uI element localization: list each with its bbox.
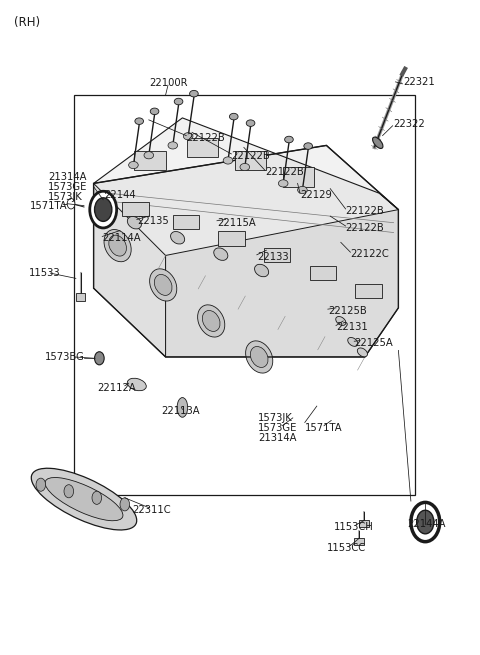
FancyBboxPatch shape xyxy=(173,215,199,229)
Text: 22311C: 22311C xyxy=(132,504,170,515)
Text: 1573GE: 1573GE xyxy=(48,181,87,192)
Text: 1573JK: 1573JK xyxy=(258,413,292,423)
Text: 21314A: 21314A xyxy=(258,432,296,443)
Text: 22122B: 22122B xyxy=(265,167,304,178)
Ellipse shape xyxy=(174,98,183,105)
Ellipse shape xyxy=(109,235,126,256)
Text: 22135: 22135 xyxy=(137,216,168,227)
Circle shape xyxy=(36,478,46,491)
Ellipse shape xyxy=(168,142,178,149)
Text: 22115A: 22115A xyxy=(217,217,256,228)
Circle shape xyxy=(67,198,75,209)
Text: 22321: 22321 xyxy=(403,77,435,87)
Ellipse shape xyxy=(177,398,188,417)
FancyBboxPatch shape xyxy=(134,151,166,170)
Ellipse shape xyxy=(104,229,131,262)
Ellipse shape xyxy=(45,477,123,521)
Circle shape xyxy=(92,491,102,504)
Text: 21314A: 21314A xyxy=(48,172,86,182)
Ellipse shape xyxy=(150,108,159,115)
FancyBboxPatch shape xyxy=(310,266,336,280)
Text: 1571TA: 1571TA xyxy=(30,200,68,211)
FancyBboxPatch shape xyxy=(76,293,85,301)
Ellipse shape xyxy=(251,346,268,367)
Ellipse shape xyxy=(183,133,193,140)
Ellipse shape xyxy=(246,341,273,373)
Text: 22122B: 22122B xyxy=(186,132,225,143)
Ellipse shape xyxy=(144,152,154,159)
Ellipse shape xyxy=(127,378,146,391)
Text: 22113A: 22113A xyxy=(161,406,199,417)
Polygon shape xyxy=(94,145,398,357)
Ellipse shape xyxy=(304,143,312,149)
FancyBboxPatch shape xyxy=(122,202,149,216)
Text: 22122B: 22122B xyxy=(346,223,384,233)
Ellipse shape xyxy=(198,305,225,337)
Ellipse shape xyxy=(298,187,307,194)
Ellipse shape xyxy=(278,180,288,187)
Text: 22122C: 22122C xyxy=(350,249,389,259)
Ellipse shape xyxy=(372,137,383,149)
Text: 22125A: 22125A xyxy=(354,338,393,348)
Circle shape xyxy=(417,510,434,534)
FancyBboxPatch shape xyxy=(264,248,290,262)
Ellipse shape xyxy=(240,163,250,171)
Ellipse shape xyxy=(223,157,233,164)
Ellipse shape xyxy=(203,310,220,331)
FancyBboxPatch shape xyxy=(354,538,364,545)
Text: 1573BG: 1573BG xyxy=(45,352,84,362)
Circle shape xyxy=(95,352,104,365)
Text: 1573GE: 1573GE xyxy=(258,422,297,433)
Ellipse shape xyxy=(348,337,358,346)
Ellipse shape xyxy=(357,348,368,357)
Text: 22144: 22144 xyxy=(105,189,136,200)
Circle shape xyxy=(90,191,117,228)
Text: 1571TA: 1571TA xyxy=(305,422,342,433)
FancyBboxPatch shape xyxy=(187,138,218,157)
Bar xyxy=(74,95,415,495)
Ellipse shape xyxy=(246,120,255,126)
Text: 22133: 22133 xyxy=(257,252,288,262)
Ellipse shape xyxy=(155,274,172,295)
Ellipse shape xyxy=(129,161,138,169)
Circle shape xyxy=(64,485,73,498)
Ellipse shape xyxy=(31,468,137,530)
Ellipse shape xyxy=(336,316,346,326)
Ellipse shape xyxy=(285,136,293,143)
FancyBboxPatch shape xyxy=(235,151,266,170)
Text: 22122B: 22122B xyxy=(346,206,384,216)
Text: 22322: 22322 xyxy=(394,119,425,130)
Circle shape xyxy=(120,498,130,511)
Ellipse shape xyxy=(190,90,198,97)
Text: 22114A: 22114A xyxy=(102,233,141,244)
FancyBboxPatch shape xyxy=(218,231,245,246)
Ellipse shape xyxy=(214,248,228,261)
FancyBboxPatch shape xyxy=(355,284,382,298)
Text: 11533: 11533 xyxy=(29,268,60,278)
Text: 22131: 22131 xyxy=(336,322,368,333)
FancyBboxPatch shape xyxy=(283,167,314,187)
Text: 22122B: 22122B xyxy=(231,151,270,161)
Circle shape xyxy=(95,198,112,221)
Ellipse shape xyxy=(150,269,177,301)
FancyBboxPatch shape xyxy=(359,520,369,527)
Ellipse shape xyxy=(229,113,238,120)
Ellipse shape xyxy=(170,231,185,244)
Text: 22144A: 22144A xyxy=(407,519,445,529)
Circle shape xyxy=(411,502,440,542)
Text: 22100R: 22100R xyxy=(149,78,187,88)
Ellipse shape xyxy=(254,264,269,277)
Polygon shape xyxy=(94,183,166,357)
Text: 22125B: 22125B xyxy=(328,306,367,316)
Text: (RH): (RH) xyxy=(14,16,40,29)
Text: 1153CH: 1153CH xyxy=(334,521,373,532)
Ellipse shape xyxy=(135,118,144,124)
Text: 1573JK: 1573JK xyxy=(48,191,83,202)
Polygon shape xyxy=(166,210,398,357)
Text: 1153CC: 1153CC xyxy=(326,543,366,553)
Text: 22129: 22129 xyxy=(300,190,332,200)
Text: 22112A: 22112A xyxy=(97,383,136,393)
Ellipse shape xyxy=(127,216,142,229)
Polygon shape xyxy=(94,118,398,210)
